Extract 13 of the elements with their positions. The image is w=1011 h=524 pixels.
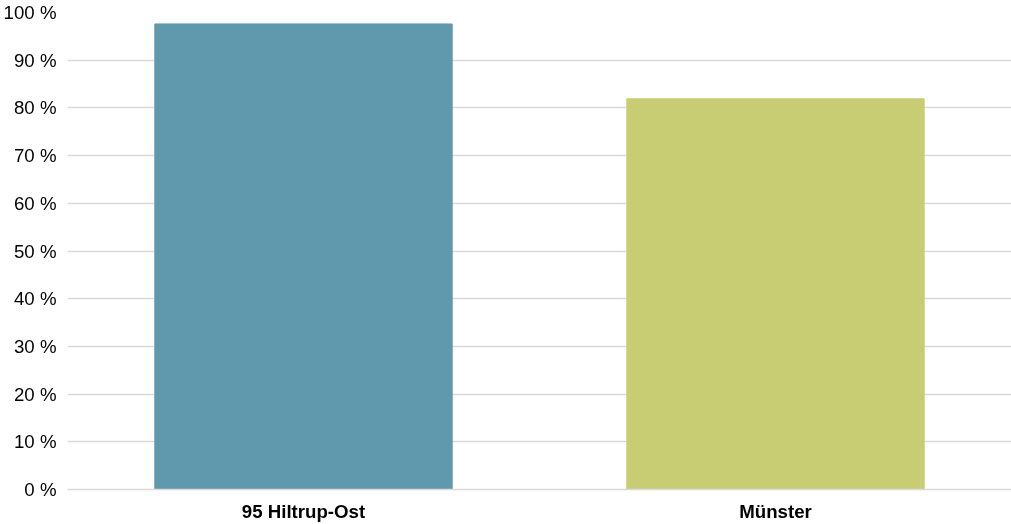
x-tick-label: 95 Hiltrup-Ost — [241, 500, 366, 522]
x-tick-label: Münster — [739, 500, 812, 522]
y-tick-label: 20 % — [13, 383, 57, 405]
y-tick-label: 60 % — [13, 192, 57, 214]
y-tick-label: 70 % — [13, 145, 57, 167]
y-tick-label: 80 % — [13, 97, 57, 119]
y-tick-label: 50 % — [13, 240, 57, 262]
y-tick-label: 10 % — [13, 431, 57, 453]
y-tick-label: 0 % — [24, 479, 57, 500]
y-tick-label: 30 % — [13, 335, 57, 357]
y-tick-label: 100 % — [3, 2, 57, 23]
y-tick-label: 90 % — [13, 49, 57, 71]
y-tick-label: 40 % — [13, 288, 57, 310]
